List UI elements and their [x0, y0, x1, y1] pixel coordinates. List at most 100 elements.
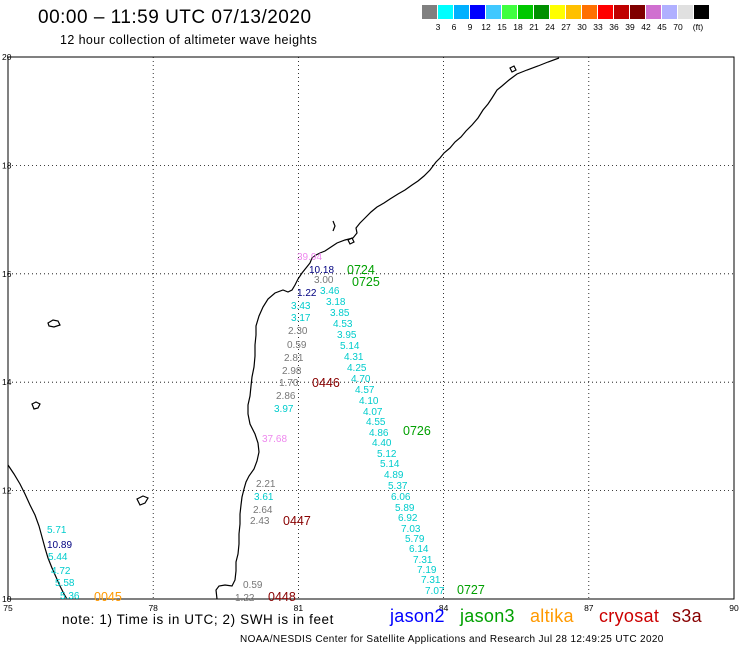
island-6 [509, 65, 517, 73]
legend-label: 18 [513, 22, 523, 32]
swh-value: 5.44 [48, 552, 68, 563]
swh-value: 37.68 [262, 434, 287, 445]
latitude-label: 12 [2, 486, 12, 496]
longitude-label: 78 [148, 603, 158, 613]
pass-label-0727: 0727 [457, 583, 485, 597]
latitude-label: 20 [2, 52, 12, 62]
longitude-label: 90 [729, 603, 739, 613]
legend-swatch [518, 5, 534, 19]
swh-value: 2.21 [256, 479, 276, 490]
latitude-label: 14 [2, 377, 12, 387]
longitude-label: 75 [3, 603, 13, 613]
swh-value: 4.89 [384, 470, 404, 481]
pass-label-0446: 0446 [312, 376, 340, 390]
legend-label: 15 [497, 22, 507, 32]
legend-label: 6 [451, 22, 457, 32]
swh-value: 4.10 [359, 396, 379, 407]
latitude-label: 10 [2, 594, 12, 604]
swh-value: 7.31 [413, 555, 433, 566]
legend-cryosat: cryosat [599, 606, 660, 626]
swh-value: 4.70 [351, 374, 371, 385]
legend-label: 21 [529, 22, 539, 32]
swh-value: 4.31 [344, 352, 364, 363]
island-5 [347, 237, 355, 245]
pass-label-0726: 0726 [403, 424, 431, 438]
swh-value: 3.00 [314, 275, 334, 286]
legend-swatch [678, 5, 694, 19]
legend-swatch [502, 5, 518, 19]
legend-swatch [486, 5, 502, 19]
swh-value: 39.94 [297, 252, 322, 263]
swh-value: 3.95 [337, 330, 357, 341]
longitude-label: 87 [584, 603, 594, 613]
legend-label: 39 [625, 22, 635, 32]
swh-value: 5.89 [395, 503, 415, 514]
swh-value: 7.31 [421, 575, 441, 586]
legend-label: 36 [609, 22, 619, 32]
swh-value: 3.85 [330, 308, 350, 319]
legend-jason3: jason3 [460, 606, 515, 626]
footnote-note: note: 1) Time is in UTC; 2) SWH is in fe… [62, 612, 335, 627]
swh-value: 3.97 [274, 404, 294, 415]
island-1 [47, 319, 61, 328]
wave-height-color-legend [422, 5, 710, 19]
island-2 [31, 401, 41, 410]
wave-height-legend-labels: 3 6 9 12 15 18 21 24 27 30 33 36 39 42 45 70 (ft) [422, 22, 740, 34]
legend-swatch [614, 5, 630, 19]
legend-altika: altika [530, 606, 574, 626]
legend-swatch [662, 5, 678, 19]
island-4 [332, 220, 336, 232]
swh-value: 6.14 [409, 544, 429, 555]
legend-label: 30 [577, 22, 587, 32]
swh-value: 4.07 [363, 407, 383, 418]
swh-value: 6.06 [391, 492, 411, 503]
legend-swatch [438, 5, 454, 19]
legend-swatch [694, 5, 710, 19]
legend-swatch [470, 5, 486, 19]
swh-value: 0.59 [287, 340, 307, 351]
swh-value: 2.30 [288, 326, 308, 337]
swh-value: 4.25 [347, 363, 367, 374]
footer-credit: NOAA/NESDIS Center for Satellite Applica… [240, 634, 664, 645]
swh-value: 4.55 [366, 417, 386, 428]
swh-value: 5.12 [377, 449, 397, 460]
swh-value: 5.14 [340, 341, 360, 352]
legend-swatch [454, 5, 470, 19]
pass-label-0447: 0447 [283, 514, 311, 528]
swh-value: 1.22 [235, 593, 255, 604]
map-subtitle: 12 hour collection of altimeter wave hei… [60, 33, 318, 47]
swh-value: 7.07 [425, 586, 445, 597]
longitude-label: 84 [439, 603, 449, 613]
legend-swatch [582, 5, 598, 19]
pass-label-0724: 0724 [347, 263, 375, 277]
swh-value: 2.43 [250, 516, 270, 527]
swh-value: 5.79 [405, 534, 425, 545]
coastline-mainland [215, 57, 560, 600]
swh-value: 3.43 [291, 301, 311, 312]
map-title: 00:00 – 11:59 UTC 07/13/2020 [38, 7, 312, 28]
legend-jason2: jason2 [390, 606, 445, 626]
longitude-label: 81 [294, 603, 304, 613]
swh-value: 5.36 [60, 591, 80, 602]
swh-value: 10.18 [309, 265, 334, 276]
swh-value: 4.72 [51, 566, 71, 577]
pass-label-0045: 0045 [94, 590, 122, 604]
legend-label: 12 [481, 22, 491, 32]
map-frame [7, 56, 735, 600]
swh-value: 7.19 [417, 565, 437, 576]
pass-label-0448: 0448 [268, 590, 296, 604]
legend-label: 45 [657, 22, 667, 32]
swh-value: 5.58 [55, 578, 75, 589]
coastline-west [7, 464, 68, 600]
swh-value: 3.46 [320, 286, 340, 297]
swh-value: 5.37 [388, 481, 408, 492]
coastline [7, 57, 560, 600]
swh-value: 3.18 [326, 297, 346, 308]
legend-swatch [422, 5, 438, 19]
legend-label: 33 [593, 22, 603, 32]
legend-label: 70 [673, 22, 683, 32]
swh-value: 3.17 [291, 313, 311, 324]
swh-value: 4.40 [372, 438, 392, 449]
legend-swatch [598, 5, 614, 19]
